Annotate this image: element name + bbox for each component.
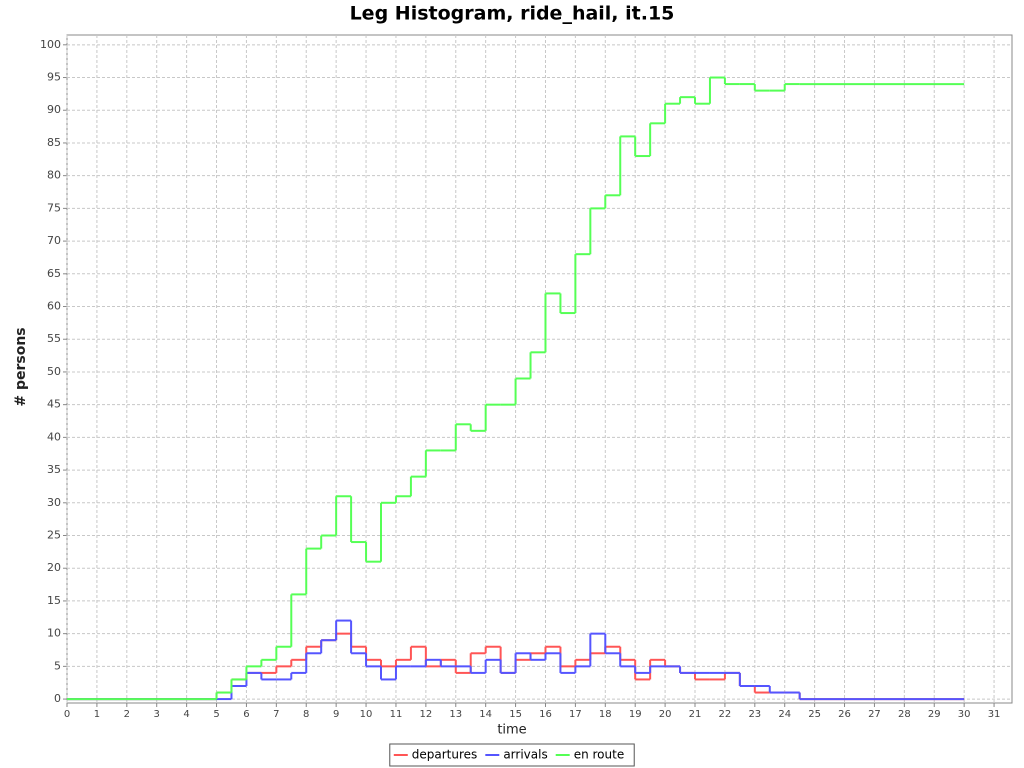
x-tick-label: 8 [303,709,309,720]
y-tick-label: 90 [47,103,61,116]
x-tick-label: 25 [808,709,821,720]
legend-label: departures [412,748,478,762]
x-tick-label: 1 [94,709,100,720]
y-tick-label: 0 [54,692,61,705]
x-tick-label: 7 [273,709,279,720]
x-tick-label: 22 [719,709,732,720]
x-tick-label: 2 [124,709,130,720]
x-tick-label: 26 [838,709,851,720]
x-tick-label: 31 [988,709,1001,720]
x-tick-label: 20 [659,709,672,720]
x-tick-label: 10 [360,709,373,720]
x-tick-label: 27 [868,709,881,720]
y-tick-label: 95 [47,71,61,84]
x-tick-label: 0 [64,709,70,720]
legend-label: arrivals [503,748,547,762]
y-tick-label: 80 [47,169,61,182]
y-tick-label: 30 [47,496,61,509]
plot-area [66,34,1013,704]
x-tick-label: 24 [778,709,791,720]
x-tick-label: 30 [958,709,971,720]
x-tick-label: 15 [509,709,522,720]
x-tick-label: 11 [390,709,403,720]
x-tick-label: 17 [569,709,582,720]
y-tick-label: 10 [47,627,61,640]
y-tick-label: 65 [47,267,61,280]
y-axis-label: # persons [13,327,29,406]
x-tick-label: 23 [748,709,761,720]
y-tick-label: 70 [47,234,61,247]
y-tick-label: 55 [47,332,61,345]
x-tick-label: 6 [243,709,249,720]
y-tick-label: 45 [47,398,61,411]
x-tick-label: 14 [479,709,492,720]
y-tick-label: 15 [47,594,61,607]
x-tick-label: 28 [898,709,911,720]
y-tick-label: 60 [47,300,61,313]
y-tick-label: 75 [47,201,61,214]
series-line [67,76,965,701]
x-tick-label: 12 [419,709,432,720]
y-tick-label: 5 [54,659,61,672]
x-tick-label: 4 [183,709,189,720]
y-tick-label: 100 [40,38,61,51]
legend-box [389,743,635,767]
x-tick-label: 3 [154,709,160,720]
x-tick-label: 9 [333,709,339,720]
x-tick-label: 5 [213,709,219,720]
x-tick-label: 21 [689,709,702,720]
x-axis-label: time [497,723,526,738]
x-tick-label: 29 [928,709,941,720]
y-tick-label: 50 [47,365,61,378]
legend: departures arrivals en route [389,743,635,767]
x-tick-label: 16 [539,709,552,720]
y-tick-label: 20 [47,561,61,574]
x-tick-label: 13 [449,709,462,720]
chart-title: Leg Histogram, ride_hail, it.15 [350,3,675,25]
x-tick-label: 18 [599,709,612,720]
y-tick-label: 25 [47,529,61,542]
legend-label: en route [574,748,625,762]
y-tick-label: 35 [47,463,61,476]
x-tick-label: 19 [629,709,642,720]
y-tick-label: 40 [47,430,61,443]
y-tick-label: 85 [47,136,61,149]
